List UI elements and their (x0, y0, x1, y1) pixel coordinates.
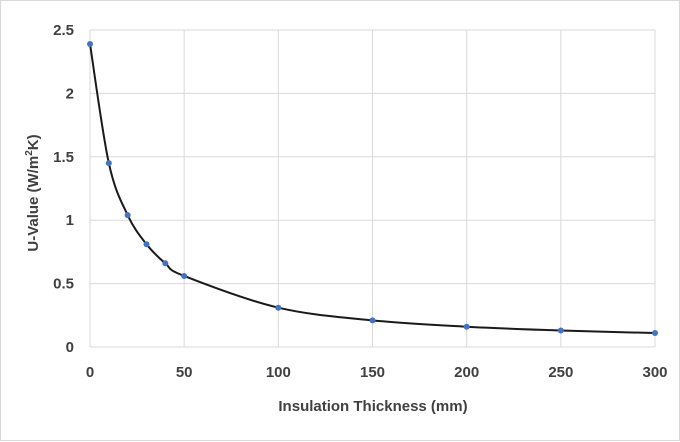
y-tick-label: 1 (66, 212, 74, 229)
data-point (463, 323, 470, 330)
data-point (369, 317, 376, 324)
data-point (181, 272, 188, 279)
series-line (89, 43, 656, 335)
grid-layer (89, 29, 656, 348)
data-point (275, 304, 282, 311)
y-axis-title-end: K) (25, 134, 42, 150)
x-tick-label: 150 (360, 364, 385, 381)
x-tick-label: 0 (86, 364, 94, 381)
x-tick-label: 200 (454, 364, 479, 381)
y-axis-title-superscript: 2 (24, 150, 35, 156)
y-axis-title-main: U-Value (W/m (25, 156, 42, 252)
x-tick-label: 100 (266, 364, 291, 381)
data-point (143, 241, 150, 248)
y-tick-label: 2 (66, 85, 74, 102)
y-tick-label: 1.5 (53, 149, 74, 166)
data-point (557, 327, 564, 334)
x-tick-label: 50 (176, 364, 193, 381)
y-axis-title: U-Value (W/m2K) (24, 134, 42, 251)
data-point (652, 330, 658, 337)
y-tick-label: 2.5 (53, 22, 74, 39)
y-tick-label: 0 (66, 339, 74, 356)
tick-labels: 0 0.5 1 1.5 2 2.5 0 50 100 150 200 250 300 (53, 22, 667, 381)
data-points (87, 40, 658, 337)
data-point (105, 160, 112, 167)
y-tick-label: 0.5 (53, 276, 74, 293)
x-axis-title: Insulation Thickness (mm) (278, 398, 467, 415)
x-tick-label: 250 (548, 364, 573, 381)
data-point (124, 212, 131, 219)
x-tick-label: 300 (642, 364, 667, 381)
data-point (162, 260, 169, 267)
data-point (87, 40, 93, 47)
